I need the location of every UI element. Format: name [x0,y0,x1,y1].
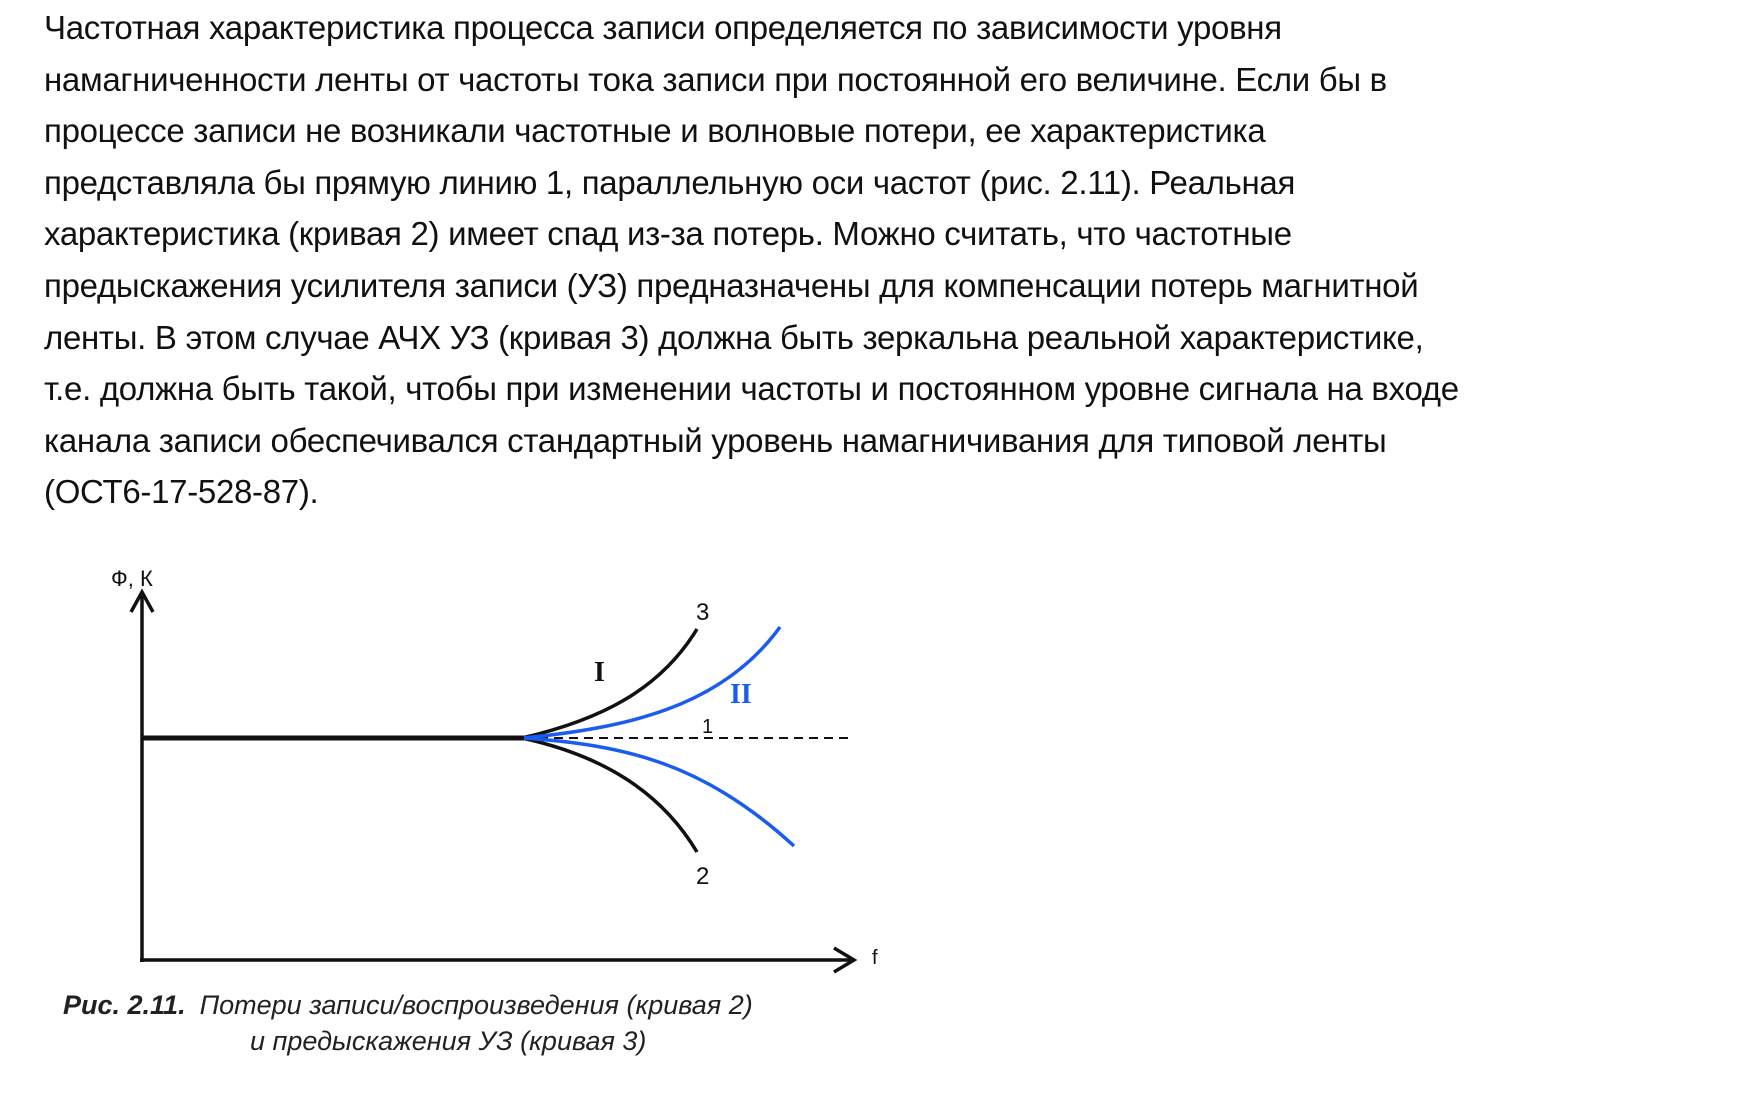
paragraph-line: характеристика (кривая 2) имеет спад из-… [44,215,1292,253]
paragraph-line: ленты. В этом случае АЧХ УЗ (кривая 3) д… [44,318,1424,356]
curve-3 [521,628,699,740]
line-1-label: 1 [702,716,713,738]
x-axis-arrow-icon [833,946,858,974]
paragraph-line: представляла бы прямую линию 1, параллел… [44,163,1296,201]
paragraph-line: Частотная характеристика процесса записи… [44,9,1282,46]
blue-curve-upper [523,625,782,740]
blue-curve-lower [523,736,796,848]
curve-2-label: 2 [696,863,709,890]
paragraph-line: процессе записи не возникали частотные и… [44,112,1266,150]
region-label-upper: I [594,657,605,688]
paragraph-line: намагниченности ленты от частоты тока за… [44,60,1387,98]
y-axis-arrow-icon [129,588,155,613]
figure-caption: Рис. 2.11. Потери записи/воспроизведения … [63,990,753,1021]
caption-line-2: и предыскажения УЗ (кривая 3) [250,1026,647,1056]
figure-number: Рис. 2.11. [63,990,186,1020]
paragraph-line: предыскажения усилителя записи (УЗ) пред… [44,266,1419,304]
body-paragraph: Частотная характеристика процесса записи… [44,2,1459,518]
caption-line-1: Потери записи/воспроизведения (кривая 2) [199,990,753,1020]
figure-caption-continued: и предыскажения УЗ (кривая 3) [250,1026,646,1057]
x-axis-label: f [872,947,878,969]
paragraph-line: канала записи обеспечивался стандартный … [44,421,1387,459]
curve-2 [521,736,699,853]
curve-3-label: 3 [696,599,709,626]
region-label-lower: II [730,679,752,710]
paragraph-line: т.е. должна быть такой, чтобы при измене… [44,370,1459,408]
paragraph-line: (ОСТ6-17-528-87). [44,473,319,511]
y-axis-label: Ф, К [111,566,153,591]
